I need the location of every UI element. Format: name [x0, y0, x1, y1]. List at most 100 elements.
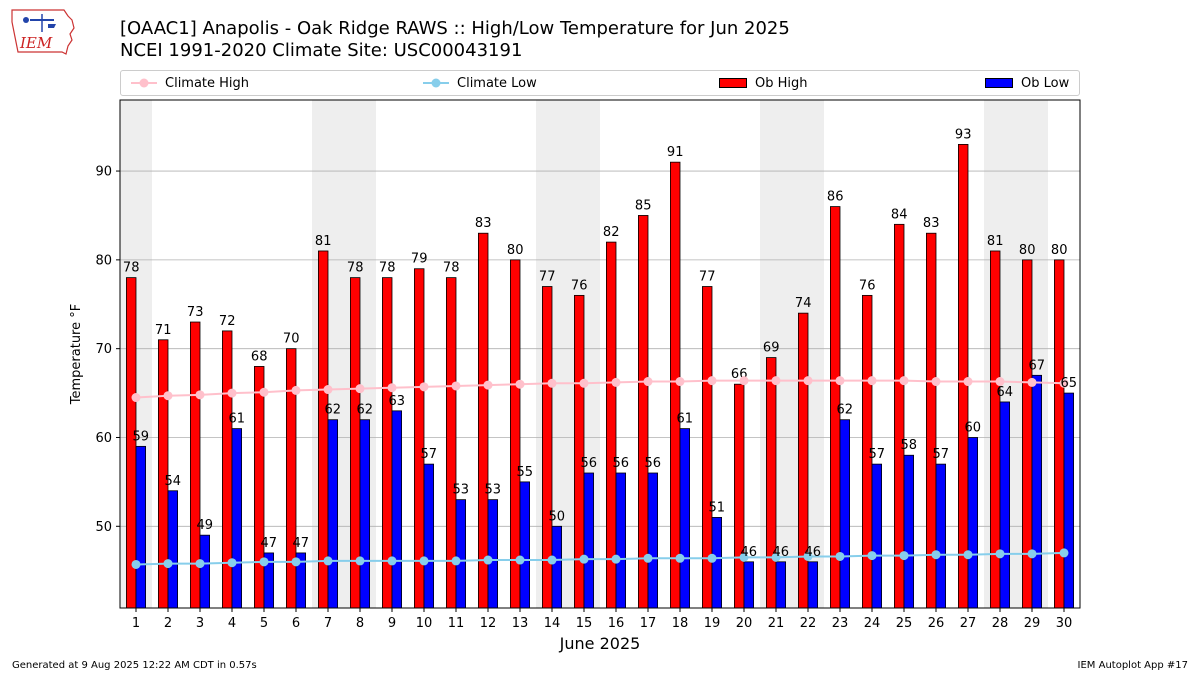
x-tick-label: 10 [416, 616, 433, 631]
ob-low-label: 57 [421, 447, 438, 462]
ob-low-label: 47 [293, 536, 310, 551]
climate-high-point [963, 377, 973, 387]
climate-low-point [899, 551, 909, 561]
ob-high-bar [253, 366, 265, 609]
footer-app: IEM Autoplot App #17 [1077, 660, 1188, 671]
ob-low-bar [615, 472, 627, 609]
ob-low-label: 64 [997, 385, 1014, 400]
ob-low-label: 59 [133, 429, 150, 444]
ob-low-label: 60 [965, 420, 982, 435]
y-tick-label: 50 [95, 520, 112, 535]
ob-high-label: 71 [155, 323, 172, 338]
legend-item-climate-high: Climate High [131, 71, 249, 95]
ob-low-bar [423, 463, 435, 609]
x-tick-label: 8 [356, 616, 364, 631]
plot-frame [119, 99, 1081, 609]
ob-low-bar [1063, 392, 1075, 609]
climate-high-swatch-icon [131, 78, 157, 88]
ob-low-label: 51 [709, 500, 726, 515]
x-tick-label: 1 [132, 616, 140, 631]
ob-high-bar [317, 250, 329, 609]
climate-high-point [611, 377, 621, 387]
ob-low-bar [935, 463, 947, 609]
ob-low-label: 53 [485, 483, 502, 498]
ob-high-label: 68 [251, 349, 268, 364]
x-tick-label: 28 [992, 616, 1009, 631]
ob-low-bar [839, 419, 851, 609]
climate-low-point [227, 558, 237, 568]
ob-low-label: 46 [741, 545, 758, 560]
ob-low-bar [999, 401, 1011, 609]
climate-low-point [387, 556, 397, 566]
ob-low-bar [647, 472, 659, 609]
ob-high-label: 78 [443, 261, 460, 276]
x-tick-label: 9 [388, 616, 396, 631]
x-tick-label: 30 [1056, 616, 1073, 631]
climate-low-point [483, 555, 493, 565]
ob-low-label: 56 [645, 456, 662, 471]
x-tick-label: 5 [260, 616, 268, 631]
climate-high-point [803, 376, 813, 386]
ob-high-label: 79 [411, 252, 428, 267]
climate-low-point [291, 557, 301, 567]
x-tick-label: 16 [608, 616, 625, 631]
ob-high-label: 77 [699, 270, 716, 285]
ob-low-label: 53 [453, 483, 470, 498]
ob-high-label: 83 [475, 216, 492, 231]
climate-low-point [835, 551, 845, 561]
climate-high-point [547, 378, 557, 388]
climate-high-point [387, 383, 397, 393]
climate-high-point [515, 379, 525, 389]
ob-low-bar [199, 534, 211, 609]
ob-high-bar [734, 383, 745, 609]
climate-low-point [739, 552, 749, 562]
ob-high-label: 81 [987, 234, 1004, 249]
legend-item-ob-high: Ob High [719, 71, 808, 95]
ob-high-bar [894, 223, 905, 609]
climate-low-point [419, 556, 429, 566]
legend-label-climate-high: Climate High [165, 75, 250, 91]
ob-high-label: 74 [795, 296, 812, 311]
legend-label-ob-low: Ob Low [1021, 75, 1070, 91]
ob-low-bar [391, 410, 403, 609]
ob-high-bar [766, 357, 777, 609]
climate-low-point [195, 559, 205, 569]
x-tick-label: 19 [704, 616, 721, 631]
x-tick-label: 7 [324, 616, 332, 631]
x-tick-label: 22 [800, 616, 817, 631]
climate-high-point [291, 385, 301, 395]
x-tick-label: 26 [928, 616, 945, 631]
ob-low-label: 67 [1029, 358, 1046, 373]
ob-high-label: 86 [827, 190, 844, 205]
ob-low-label: 61 [229, 412, 246, 427]
ob-low-bar [871, 463, 883, 609]
ob-high-label: 81 [315, 234, 332, 249]
climate-low-point [1027, 549, 1037, 559]
climate-low-point [579, 554, 589, 564]
legend: Climate High Climate Low Ob High Ob Low [120, 70, 1080, 96]
x-tick-label: 4 [228, 616, 236, 631]
ob-low-bar [551, 525, 563, 609]
ob-high-label: 78 [123, 261, 140, 276]
ob-high-bar [477, 232, 489, 609]
ob-low-bar [807, 561, 819, 609]
y-tick-label: 80 [95, 253, 112, 268]
ob-low-bar [487, 499, 499, 609]
ob-high-bar [798, 312, 809, 609]
ob-low-bar [903, 454, 915, 609]
climate-high-point [1027, 377, 1037, 387]
ob-high-bar [606, 241, 617, 609]
ob-low-bar [775, 561, 787, 609]
climate-high-line [135, 379, 1065, 399]
ob-low-label: 65 [1061, 376, 1078, 391]
climate-low-point [611, 554, 621, 564]
ob-high-label: 80 [507, 243, 524, 258]
ob-high-label: 83 [923, 216, 940, 231]
x-tick-label: 20 [736, 616, 753, 631]
climate-high-point [931, 377, 941, 387]
climate-high-point [195, 390, 205, 400]
x-tick-label: 25 [896, 616, 913, 631]
climate-high-point [707, 376, 717, 386]
ob-low-bar [231, 428, 243, 609]
